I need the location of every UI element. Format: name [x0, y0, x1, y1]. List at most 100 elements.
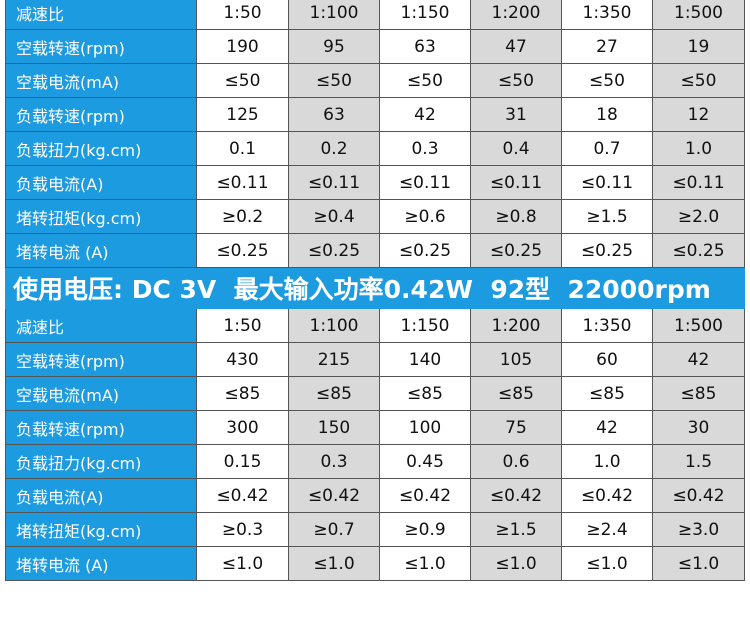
cell-value: 0.3: [380, 132, 471, 166]
cell-value: ≤50: [289, 64, 380, 98]
cell-value: ≤0.42: [562, 479, 653, 513]
row-label: 空载转速(rpm): [5, 343, 197, 377]
cell-value: 42: [562, 411, 653, 445]
cell-value: ≤0.25: [289, 234, 380, 268]
cell-value: ≤0.25: [471, 234, 562, 268]
cell-value: ≤0.25: [562, 234, 653, 268]
cell-value: 31: [471, 98, 562, 132]
cell-value: 0.6: [471, 445, 562, 479]
cell-value: 75: [471, 411, 562, 445]
row-label: 减速比: [5, 0, 197, 30]
cell-value: ≤0.25: [380, 234, 471, 268]
cell-value: 1:350: [562, 0, 653, 30]
cell-value: ≤0.11: [562, 166, 653, 200]
cell-value: ≥1.5: [562, 200, 653, 234]
cell-value: 1:350: [562, 309, 653, 343]
cell-value: ≤0.42: [289, 479, 380, 513]
cell-value: 1:200: [471, 309, 562, 343]
cell-value: 0.3: [289, 445, 380, 479]
cell-value: ≤85: [562, 377, 653, 411]
cell-value: ≤85: [653, 377, 745, 411]
row-label: 空载转速(rpm): [5, 30, 197, 64]
cell-value: ≥0.6: [380, 200, 471, 234]
row-label: 负载电流(A): [5, 166, 197, 200]
cell-value: ≤1.0: [562, 547, 653, 581]
cell-value: 42: [380, 98, 471, 132]
cell-value: 1.5: [653, 445, 745, 479]
row-label: 减速比: [5, 309, 197, 343]
cell-value: ≤0.25: [197, 234, 289, 268]
cell-value: ≥0.8: [471, 200, 562, 234]
cell-value: ≤0.42: [471, 479, 562, 513]
cell-value: ≤0.11: [380, 166, 471, 200]
cell-value: 30: [653, 411, 745, 445]
cell-value: 1.0: [562, 445, 653, 479]
cell-value: 125: [197, 98, 289, 132]
cell-value: 0.4: [471, 132, 562, 166]
cell-value: 1:100: [289, 309, 380, 343]
cell-value: 1:200: [471, 0, 562, 30]
cell-value: 430: [197, 343, 289, 377]
row-label: 负载转速(rpm): [5, 411, 197, 445]
cell-value: 100: [380, 411, 471, 445]
cell-value: ≥1.5: [471, 513, 562, 547]
cell-value: 300: [197, 411, 289, 445]
row-label: 负载扭力(kg.cm): [5, 445, 197, 479]
cell-value: ≥2.0: [653, 200, 745, 234]
cell-value: ≤0.11: [653, 166, 745, 200]
cell-value: 19: [653, 30, 745, 64]
cell-value: ≤0.11: [471, 166, 562, 200]
cell-value: 190: [197, 30, 289, 64]
row-label: 负载电流(A): [5, 479, 197, 513]
cell-value: ≤85: [380, 377, 471, 411]
cell-value: ≤50: [471, 64, 562, 98]
cell-value: ≤0.42: [653, 479, 745, 513]
cell-value: 0.7: [562, 132, 653, 166]
cell-value: ≤1.0: [380, 547, 471, 581]
cell-value: 140: [380, 343, 471, 377]
cell-value: ≤0.11: [289, 166, 380, 200]
row-label: 空载电流(mA): [5, 64, 197, 98]
cell-value: ≤0.42: [197, 479, 289, 513]
cell-value: ≥0.4: [289, 200, 380, 234]
cell-value: 1.0: [653, 132, 745, 166]
cell-value: 150: [289, 411, 380, 445]
cell-value: ≥0.2: [197, 200, 289, 234]
cell-value: 63: [380, 30, 471, 64]
row-label: 堵转电流 (A): [5, 547, 197, 581]
cell-value: 27: [562, 30, 653, 64]
cell-value: 63: [289, 98, 380, 132]
cell-value: ≥3.0: [653, 513, 745, 547]
cell-value: 12: [653, 98, 745, 132]
cell-value: ≤0.42: [380, 479, 471, 513]
cell-value: 95: [289, 30, 380, 64]
cell-value: ≤50: [653, 64, 745, 98]
cell-value: ≤85: [289, 377, 380, 411]
cell-value: ≤50: [197, 64, 289, 98]
cell-value: 1:500: [653, 309, 745, 343]
cell-value: ≤1.0: [289, 547, 380, 581]
banner: 使用电压: DC 3V 最大输入功率0.42W 92型 22000rpm: [5, 267, 745, 309]
cell-value: ≤50: [380, 64, 471, 98]
row-label: 堵转扭矩(kg.cm): [5, 200, 197, 234]
cell-value: 0.45: [380, 445, 471, 479]
cell-value: 105: [471, 343, 562, 377]
cell-value: 0.15: [197, 445, 289, 479]
row-label: 空载电流(mA): [5, 377, 197, 411]
cell-value: 1:150: [380, 0, 471, 30]
cell-value: ≤0.25: [653, 234, 745, 268]
cell-value: ≤85: [197, 377, 289, 411]
cell-value: 0.1: [197, 132, 289, 166]
cell-value: 215: [289, 343, 380, 377]
cell-value: 1:500: [653, 0, 745, 30]
row-label: 堵转电流 (A): [5, 234, 197, 268]
cell-value: ≤1.0: [197, 547, 289, 581]
cell-value: 0.2: [289, 132, 380, 166]
cell-value: 1:150: [380, 309, 471, 343]
cell-value: ≤1.0: [471, 547, 562, 581]
cell-value: ≤50: [562, 64, 653, 98]
cell-value: ≤85: [471, 377, 562, 411]
cell-value: ≤0.11: [197, 166, 289, 200]
cell-value: 18: [562, 98, 653, 132]
